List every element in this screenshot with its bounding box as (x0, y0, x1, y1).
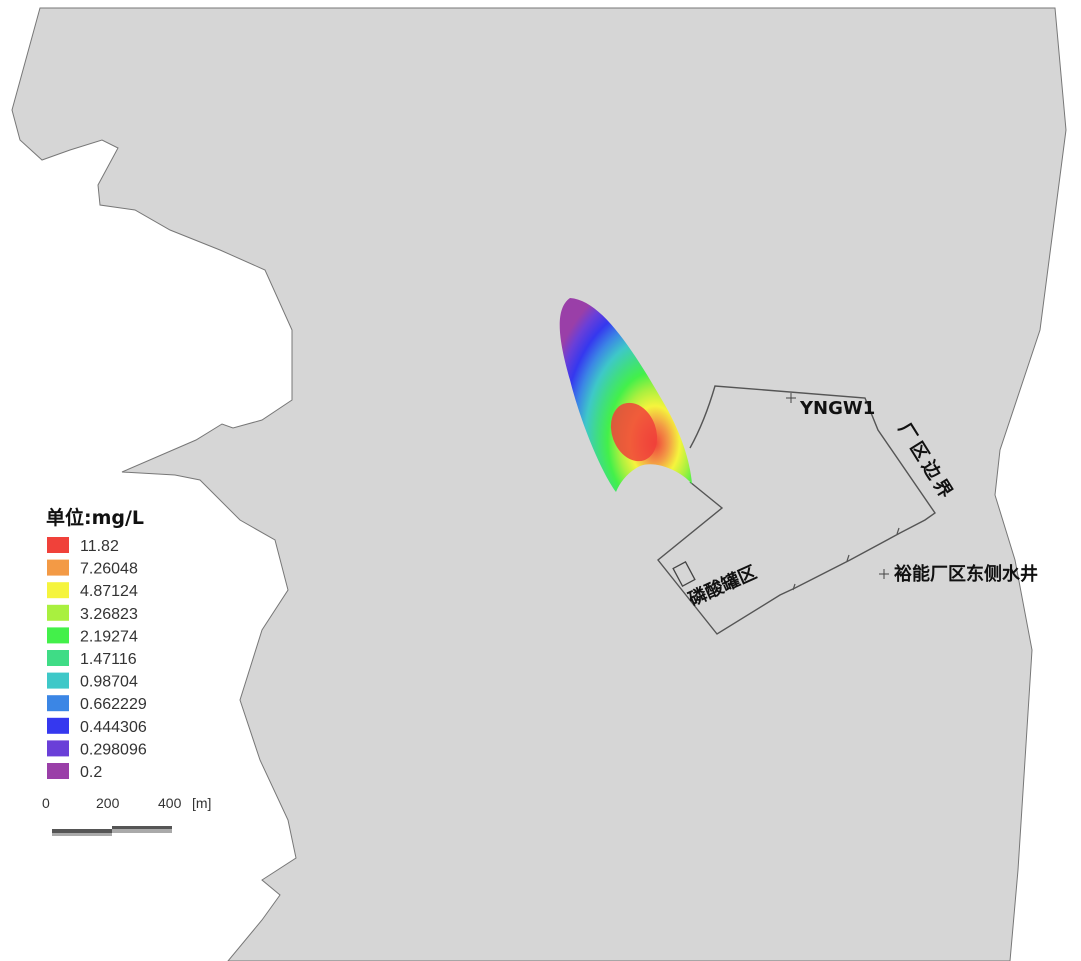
legend-label: 0.444306 (80, 719, 147, 736)
legend-label: 0.298096 (80, 741, 147, 758)
legend: 单位:mg/L 11.82 7.26048 4.87124 3.26823 2.1927… (46, 506, 147, 781)
well-cross-icon (786, 393, 796, 403)
legend-label: 11.82 (80, 538, 119, 555)
legend-label: 3.26823 (80, 606, 138, 623)
legend-title: 单位:mg/L (46, 506, 144, 529)
legend-items: 11.82 7.26048 4.87124 3.26823 2.19274 1.47116… (47, 537, 147, 781)
boundary-tick (846, 554, 850, 562)
contaminant-plume (559, 298, 692, 492)
legend-swatch (47, 537, 69, 553)
legend-label: 4.87124 (80, 583, 138, 600)
scale-segment-dark (112, 826, 172, 829)
scale-tick-label: 0 (42, 795, 50, 811)
legend-swatch (47, 717, 69, 734)
well-yngw1-label: YNGW1 (799, 398, 875, 419)
boundary-tick (896, 527, 900, 535)
legend-label: 2.19274 (80, 628, 138, 645)
legend-swatch (47, 604, 69, 621)
plant-boundary-outline (657, 385, 936, 635)
legend-swatch (47, 740, 69, 757)
scale-tick-label: 200 (96, 795, 120, 811)
boundary-tick (792, 583, 796, 591)
legend-label: 1.47116 (80, 651, 137, 668)
legend-swatch (47, 650, 69, 666)
legend-label: 7.26048 (80, 561, 138, 578)
legend-swatch (47, 763, 69, 779)
legend-label: 0.98704 (80, 674, 138, 691)
model-domain (11, 7, 1067, 961)
scale-tick-label: 400 (158, 795, 182, 811)
scale-segment-dark (52, 829, 112, 833)
legend-swatch (47, 627, 69, 644)
legend-label: 0.2 (80, 764, 102, 781)
legend-swatch (47, 559, 69, 576)
scale-unit-label: [m] (192, 795, 211, 811)
east-well[interactable]: 裕能厂区东侧水井 (879, 563, 1038, 585)
scale-segment-light (52, 833, 112, 836)
well-cross-icon (879, 569, 889, 579)
well-yngw1[interactable]: YNGW1 (786, 393, 875, 419)
scale-segment-light (112, 829, 172, 833)
east-well-label: 裕能厂区东侧水井 (894, 563, 1038, 585)
legend-label: 0.662229 (80, 696, 147, 713)
legend-swatch (47, 582, 69, 599)
scale-bar: 0 200 400 [m] (42, 795, 211, 836)
legend-swatch (47, 695, 69, 712)
tank-area-marker (672, 561, 696, 587)
legend-swatch (47, 672, 69, 689)
